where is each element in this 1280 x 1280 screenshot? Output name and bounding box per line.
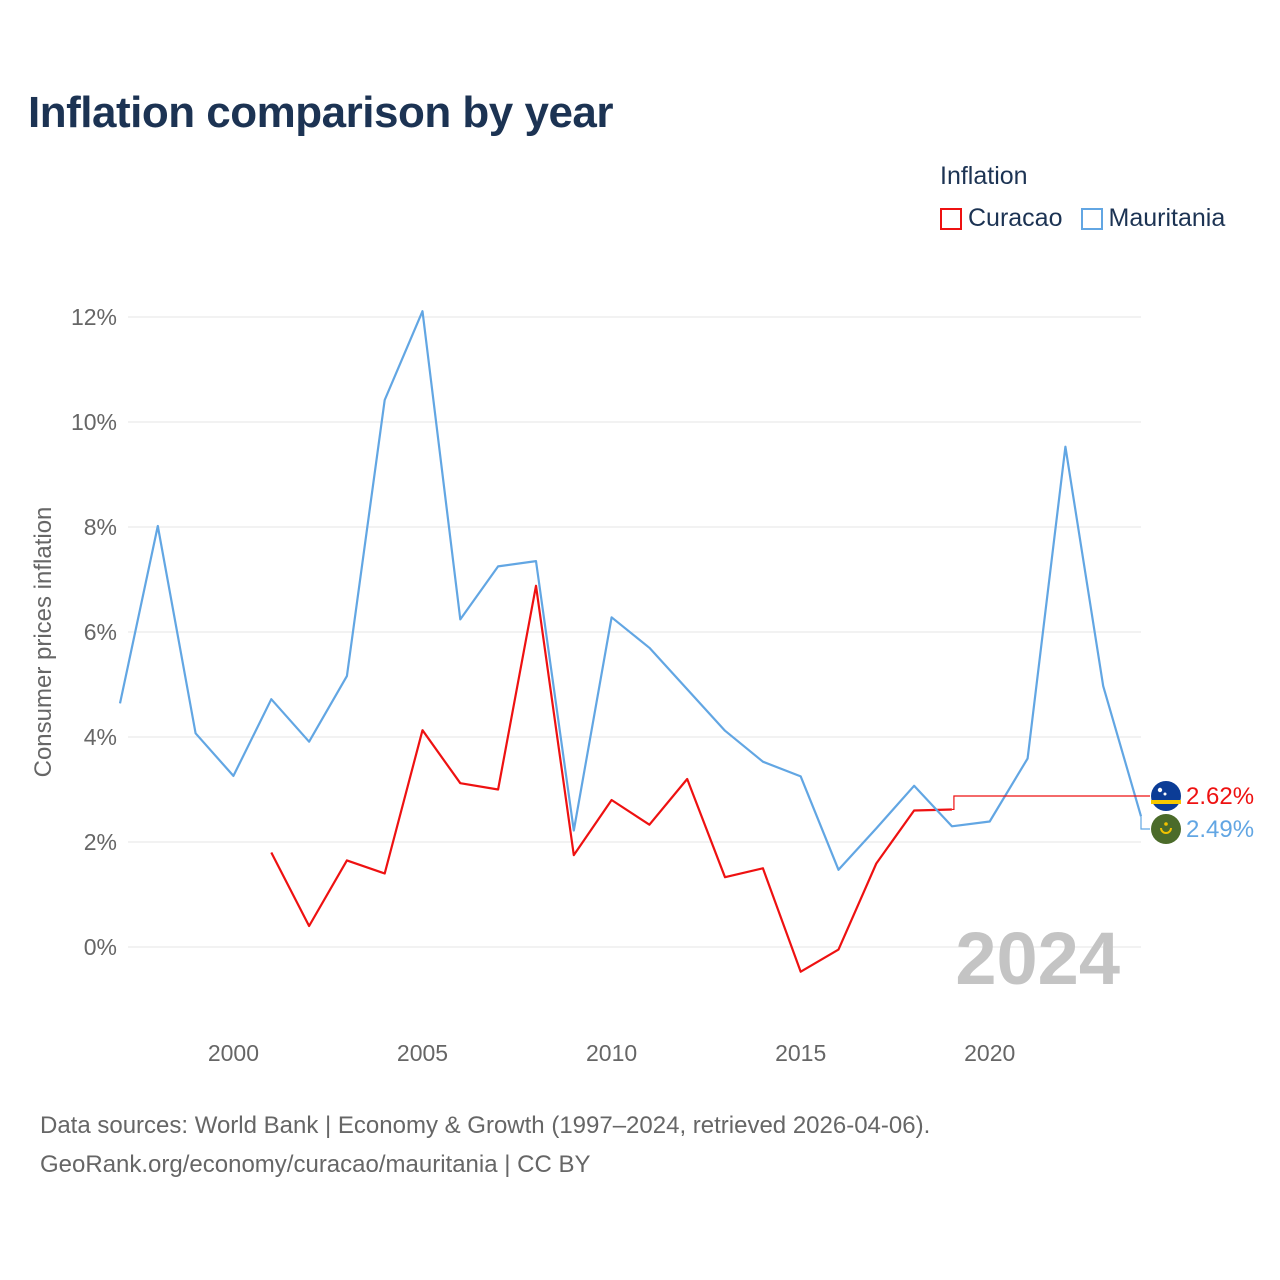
series-line-mauritania[interactable] bbox=[118, 310, 1143, 871]
end-labels: 2.62% 2.49% bbox=[951, 781, 1254, 844]
grid-lines bbox=[128, 316, 1141, 948]
legend-label-curacao: Curacao bbox=[968, 204, 1063, 232]
legend-swatch-curacao bbox=[940, 207, 962, 230]
footer: Data sources: World Bank | Economy & Gro… bbox=[40, 1106, 930, 1184]
y-tick-label: 12% bbox=[71, 304, 117, 330]
series-lines bbox=[118, 310, 1143, 973]
y-axis-label: Consumer prices inflation bbox=[30, 507, 57, 778]
x-tick-labels: 2000 2005 2010 2015 2020 bbox=[208, 1040, 1015, 1066]
data-source-text: Data sources: World Bank | Economy & Gro… bbox=[40, 1112, 931, 1139]
y-tick-label: 10% bbox=[71, 409, 117, 435]
legend-swatch-mauritania bbox=[1080, 207, 1103, 230]
legend-title: Inflation bbox=[940, 162, 1028, 190]
year-watermark: 2024 bbox=[955, 917, 1120, 1000]
y-tick-label: 8% bbox=[84, 514, 117, 540]
x-tick-label: 2020 bbox=[964, 1040, 1015, 1066]
y-tick-label: 0% bbox=[84, 934, 117, 960]
x-tick-label: 2005 bbox=[397, 1040, 448, 1066]
x-tick-label: 2000 bbox=[208, 1040, 259, 1066]
y-tick-labels: 0% 2% 4% 6% 8% 10% 12% bbox=[71, 304, 117, 960]
legend-item-curacao[interactable]: Curacao bbox=[940, 204, 1063, 233]
end-connector bbox=[1140, 816, 1150, 830]
x-tick-label: 2015 bbox=[775, 1040, 826, 1066]
y-tick-label: 6% bbox=[84, 619, 117, 645]
series-line-curacao[interactable] bbox=[270, 584, 952, 973]
legend-item-mauritania[interactable]: Mauritania bbox=[1080, 204, 1226, 233]
y-tick-label: 4% bbox=[84, 724, 117, 750]
end-connector bbox=[951, 795, 1150, 811]
y-tick-label: 2% bbox=[84, 829, 117, 855]
legend-label-mauritania: Mauritania bbox=[1108, 204, 1226, 232]
chart-title: Inflation comparison by year bbox=[28, 88, 614, 137]
end-value-label: 2.62% bbox=[1186, 783, 1254, 810]
legend: Curacao Mauritania bbox=[940, 204, 1243, 233]
curacao-flag-icon bbox=[1151, 781, 1181, 811]
end-value-label: 2.49% bbox=[1186, 816, 1254, 843]
x-tick-label: 2010 bbox=[586, 1040, 637, 1066]
source-link[interactable]: GeoRank.org/economy/curacao/mauritania |… bbox=[40, 1151, 591, 1178]
mauritania-flag-icon bbox=[1151, 814, 1181, 844]
